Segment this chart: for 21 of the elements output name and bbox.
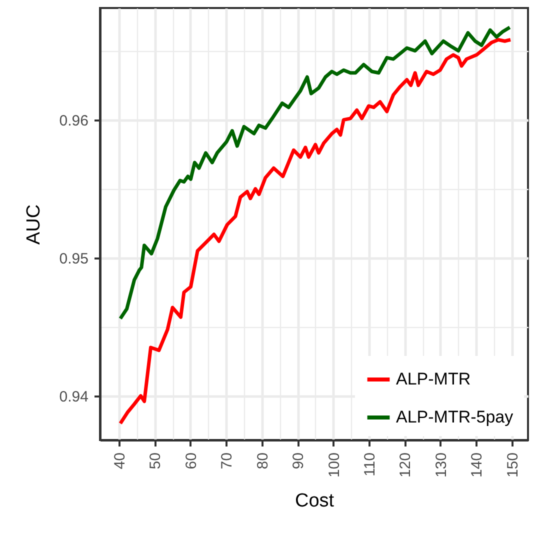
x-axis-title: Cost — [294, 490, 335, 512]
x-tick-label: 40 — [111, 452, 128, 470]
x-tick-label: 130 — [432, 452, 450, 478]
y-tick-label: 0.94 — [59, 388, 88, 406]
x-tick-label: 60 — [182, 452, 200, 470]
legend-label: ALP-MTR — [396, 370, 471, 388]
y-axis-title: AUC — [23, 204, 44, 245]
x-tick-label: 120 — [397, 452, 414, 478]
x-tick-label: 150 — [504, 452, 522, 478]
x-tick-label: 100 — [326, 452, 343, 478]
line-series — [118, 26, 512, 320]
y-tick-label: 0.95 — [59, 250, 88, 268]
x-tick-label: 110 — [362, 452, 379, 476]
y-tick-label: 0.96 — [59, 112, 88, 130]
line-series — [118, 38, 512, 426]
x-tick-label: 140 — [468, 452, 486, 478]
x-tick-label: 90 — [290, 452, 308, 470]
x-tick-label: 70 — [218, 452, 236, 470]
legend-label: ALP-MTR-5pay — [396, 408, 514, 426]
x-tick-label: 80 — [254, 452, 272, 470]
x-tick-label: 50 — [147, 452, 164, 470]
